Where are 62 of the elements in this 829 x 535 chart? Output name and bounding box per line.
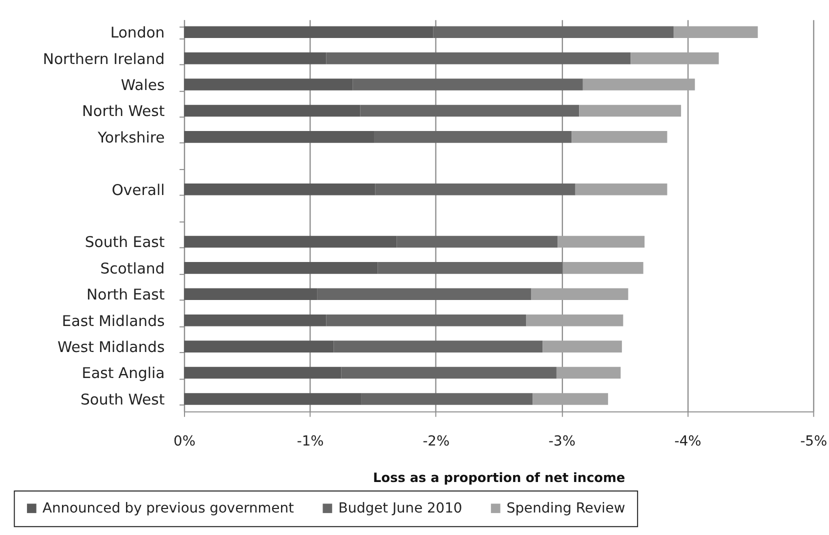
bar bbox=[184, 314, 326, 326]
bar bbox=[326, 314, 526, 326]
legend-label: Budget June 2010 bbox=[338, 500, 462, 516]
legend-label: Announced by previous government bbox=[42, 500, 295, 516]
bar bbox=[326, 52, 631, 64]
x-tick-label: -3% bbox=[548, 434, 576, 450]
legend-label: Spending Review bbox=[506, 500, 626, 516]
y-tick-label: Scotland bbox=[100, 260, 165, 278]
bar bbox=[341, 366, 556, 379]
bar bbox=[532, 393, 608, 405]
bar bbox=[575, 183, 668, 196]
y-tick-label: South East bbox=[84, 234, 165, 252]
bar bbox=[562, 262, 644, 274]
y-tick-label: Wales bbox=[120, 76, 165, 94]
bar bbox=[184, 340, 334, 352]
y-tick-label: Overall bbox=[112, 182, 165, 199]
x-tick-label: -1% bbox=[296, 434, 324, 450]
bar bbox=[184, 393, 362, 405]
bar bbox=[526, 314, 624, 326]
bar bbox=[375, 183, 576, 196]
y-tick-label: West Midlands bbox=[57, 339, 165, 356]
bar bbox=[378, 262, 563, 274]
x-tick-label: -2% bbox=[422, 434, 450, 450]
bar bbox=[558, 236, 645, 248]
bar bbox=[579, 104, 682, 117]
bar bbox=[334, 340, 543, 352]
bar bbox=[184, 236, 397, 248]
x-axis-title: Loss as a proportion of net income bbox=[373, 471, 626, 486]
bar bbox=[433, 26, 674, 38]
bar bbox=[556, 366, 621, 379]
bar bbox=[673, 26, 758, 38]
y-tick-label: South West bbox=[80, 391, 165, 408]
bar bbox=[184, 288, 318, 300]
y-tick-label: North West bbox=[82, 103, 165, 120]
bar bbox=[630, 52, 719, 64]
bar bbox=[572, 131, 668, 143]
bar bbox=[374, 131, 572, 143]
x-tick-label: -4% bbox=[674, 434, 702, 450]
bar bbox=[184, 183, 376, 196]
bar bbox=[531, 288, 628, 300]
bar bbox=[184, 52, 326, 64]
x-tick-label: -5% bbox=[800, 434, 828, 450]
y-tick-label: North East bbox=[86, 286, 165, 304]
bar bbox=[396, 236, 558, 248]
y-tick-label: Yorkshire bbox=[96, 129, 165, 146]
bar bbox=[184, 78, 353, 90]
bar bbox=[360, 104, 580, 117]
y-tick-label: London bbox=[110, 24, 165, 42]
y-tick-label: Northern Ireland bbox=[42, 50, 165, 68]
x-tick-label: 0% bbox=[174, 434, 196, 450]
bar bbox=[361, 393, 533, 405]
bar bbox=[184, 262, 378, 274]
bar bbox=[184, 26, 434, 38]
bar bbox=[582, 78, 695, 90]
y-tick-label: East Anglia bbox=[82, 365, 165, 382]
bar bbox=[352, 78, 583, 90]
bar bbox=[317, 288, 532, 300]
bar bbox=[542, 340, 622, 352]
bar bbox=[184, 131, 374, 143]
y-tick-label: East Midlands bbox=[62, 312, 165, 330]
bar bbox=[184, 366, 342, 379]
bar bbox=[184, 104, 360, 117]
